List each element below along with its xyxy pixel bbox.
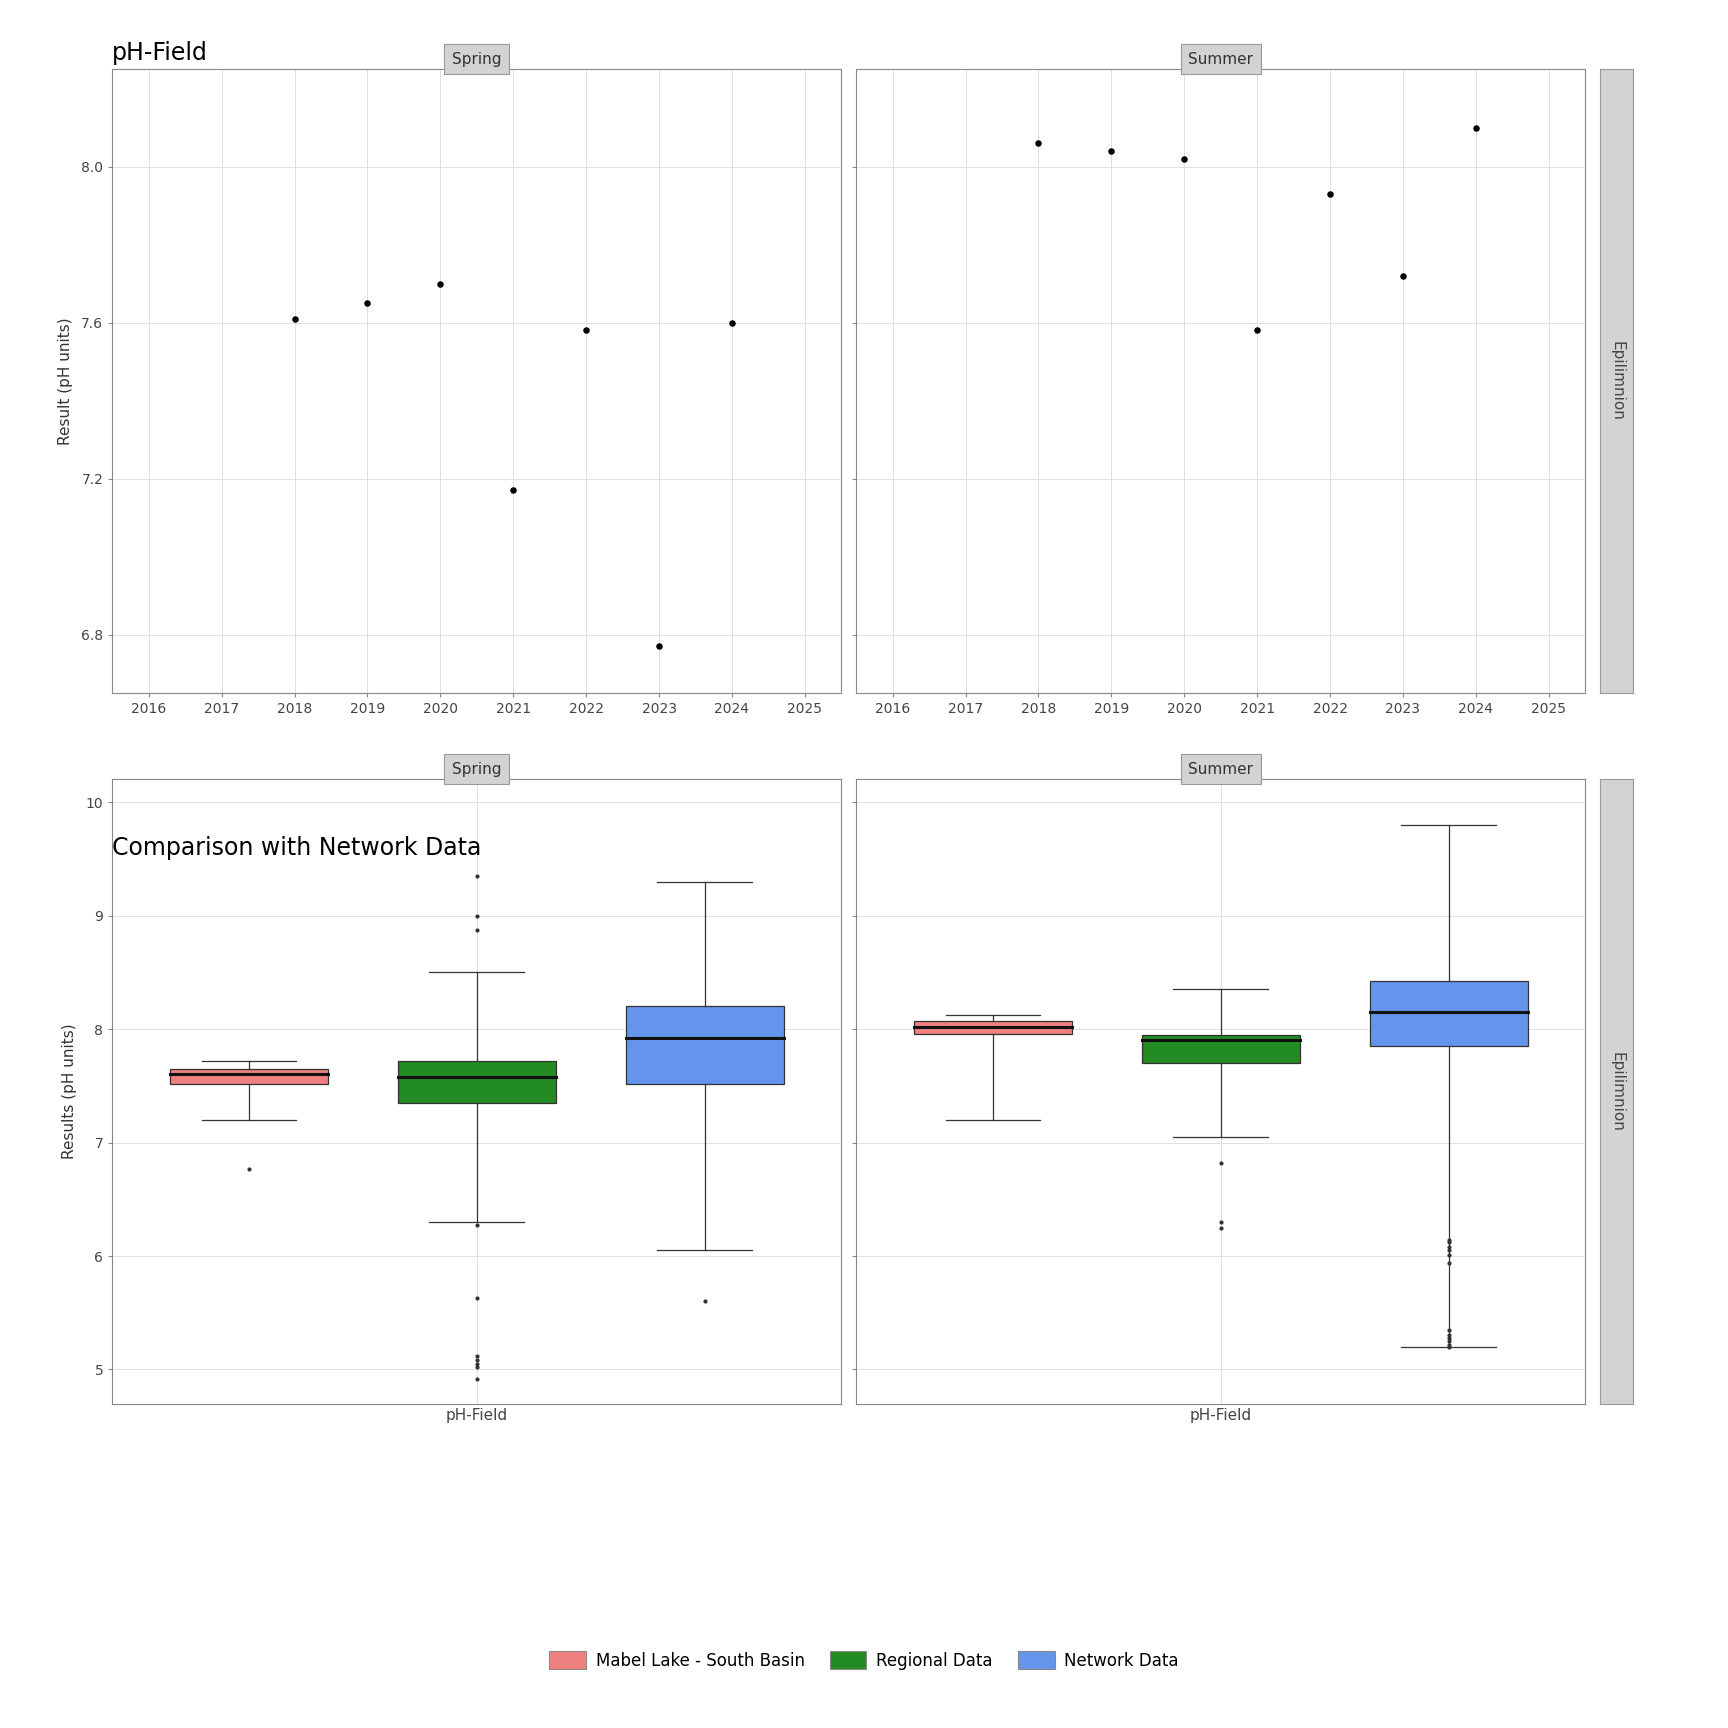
Point <box>691 1287 719 1315</box>
Point <box>1317 180 1344 207</box>
Title: Spring: Spring <box>453 762 501 778</box>
Bar <box>1142 1035 1299 1063</box>
Point <box>719 309 746 337</box>
Point <box>463 902 491 930</box>
Title: Summer: Summer <box>1189 762 1253 778</box>
Bar <box>169 1068 328 1083</box>
Legend: Mabel Lake - South Basin, Regional Data, Network Data: Mabel Lake - South Basin, Regional Data,… <box>543 1645 1185 1676</box>
Y-axis label: Results (pH units): Results (pH units) <box>62 1023 78 1159</box>
Point <box>1434 1234 1462 1261</box>
Point <box>463 1350 491 1377</box>
Point <box>1434 1227 1462 1255</box>
Bar <box>397 1061 556 1102</box>
Point <box>1170 145 1198 173</box>
Point <box>1434 1317 1462 1344</box>
Point <box>572 316 600 344</box>
Point <box>499 477 527 505</box>
Point <box>1025 130 1052 157</box>
Point <box>1097 137 1125 164</box>
Point <box>1434 1324 1462 1351</box>
Point <box>1244 316 1272 344</box>
Point <box>235 1154 263 1182</box>
Point <box>1434 1249 1462 1277</box>
Point <box>1434 1237 1462 1265</box>
Point <box>463 1365 491 1393</box>
Point <box>1434 1327 1462 1355</box>
Text: Epilimnion: Epilimnion <box>1609 1052 1624 1132</box>
Point <box>463 1211 491 1239</box>
Point <box>427 270 454 297</box>
Text: pH-Field: pH-Field <box>112 41 207 66</box>
Point <box>1434 1229 1462 1256</box>
Point <box>1462 114 1490 142</box>
Bar <box>914 1021 1071 1033</box>
Y-axis label: Result (pH units): Result (pH units) <box>57 318 73 446</box>
Point <box>1206 1208 1234 1236</box>
Bar <box>626 1006 783 1083</box>
Point <box>1434 1332 1462 1360</box>
Point <box>1434 1322 1462 1350</box>
Text: Comparison with Network Data: Comparison with Network Data <box>112 836 482 861</box>
Point <box>645 632 672 660</box>
Bar <box>1370 982 1528 1045</box>
Point <box>354 289 382 316</box>
Point <box>463 1346 491 1374</box>
Point <box>1206 1213 1234 1241</box>
Text: Epilimnion: Epilimnion <box>1609 340 1624 422</box>
Point <box>1434 1331 1462 1358</box>
Point <box>463 1284 491 1312</box>
Title: Spring: Spring <box>453 52 501 67</box>
Point <box>1434 1241 1462 1268</box>
Point <box>1206 1149 1234 1177</box>
Point <box>280 304 308 332</box>
Point <box>463 916 491 943</box>
Point <box>463 1353 491 1381</box>
Title: Summer: Summer <box>1189 52 1253 67</box>
Point <box>463 862 491 890</box>
Point <box>1389 263 1417 290</box>
Point <box>463 1343 491 1370</box>
